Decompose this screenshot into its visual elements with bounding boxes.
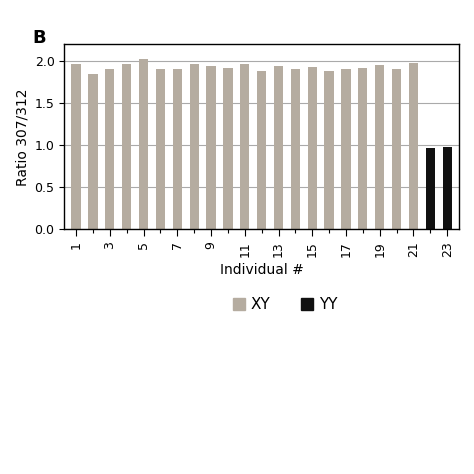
Bar [392,69,401,229]
Bar [375,65,384,229]
Bar [325,71,334,229]
Legend: XY, YY: XY, YY [227,291,344,318]
Bar [358,68,367,229]
Bar [341,70,351,229]
Bar [274,66,283,229]
X-axis label: Individual #: Individual # [220,263,303,277]
Bar [190,64,199,229]
Bar [257,71,266,229]
Y-axis label: Ratio 307/312: Ratio 307/312 [15,88,29,186]
Bar [139,59,148,229]
Bar [122,64,131,229]
Bar [173,70,182,229]
Bar [206,66,216,229]
Bar [308,67,317,229]
Bar [156,70,165,229]
Bar [291,70,300,229]
Bar [409,63,418,229]
Bar [426,148,435,229]
Bar [240,64,249,229]
Bar [88,73,98,229]
Bar [223,68,233,229]
Text: B: B [33,29,46,47]
Bar [105,69,114,229]
Bar [72,64,81,229]
Bar [443,147,452,229]
